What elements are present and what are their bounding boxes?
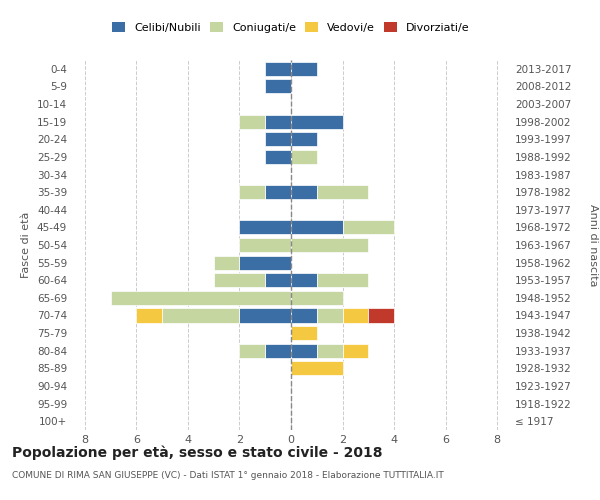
Bar [291,220,343,234]
Bar [239,114,265,128]
Bar [265,185,291,199]
Bar [214,256,239,270]
Bar [265,62,291,76]
Bar [291,291,343,305]
Bar [136,308,162,322]
Bar [291,344,317,358]
Bar [265,344,291,358]
Bar [239,238,291,252]
Bar [343,308,368,322]
Y-axis label: Anni di nascita: Anni di nascita [588,204,598,286]
Bar [317,185,368,199]
Bar [291,326,317,340]
Bar [291,114,343,128]
Bar [368,308,394,322]
Bar [317,344,343,358]
Text: Popolazione per età, sesso e stato civile - 2018: Popolazione per età, sesso e stato civil… [12,446,383,460]
Bar [291,132,317,146]
Bar [265,273,291,287]
Bar [239,220,291,234]
Legend: Celibi/Nubili, Coniugati/e, Vedovi/e, Divorziati/e: Celibi/Nubili, Coniugati/e, Vedovi/e, Di… [108,18,474,37]
Y-axis label: Fasce di età: Fasce di età [22,212,31,278]
Bar [343,344,368,358]
Bar [265,132,291,146]
Bar [239,256,291,270]
Bar [239,185,265,199]
Bar [343,220,394,234]
Bar [291,238,368,252]
Bar [265,80,291,94]
Bar [265,114,291,128]
Bar [110,291,291,305]
Bar [317,308,343,322]
Bar [291,273,317,287]
Bar [291,185,317,199]
Bar [265,150,291,164]
Text: COMUNE DI RIMA SAN GIUSEPPE (VC) - Dati ISTAT 1° gennaio 2018 - Elaborazione TUT: COMUNE DI RIMA SAN GIUSEPPE (VC) - Dati … [12,470,444,480]
Bar [239,344,265,358]
Bar [162,308,239,322]
Bar [291,308,317,322]
Bar [214,273,265,287]
Bar [239,308,291,322]
Bar [291,150,317,164]
Bar [291,62,317,76]
Bar [317,273,368,287]
Bar [291,362,343,376]
